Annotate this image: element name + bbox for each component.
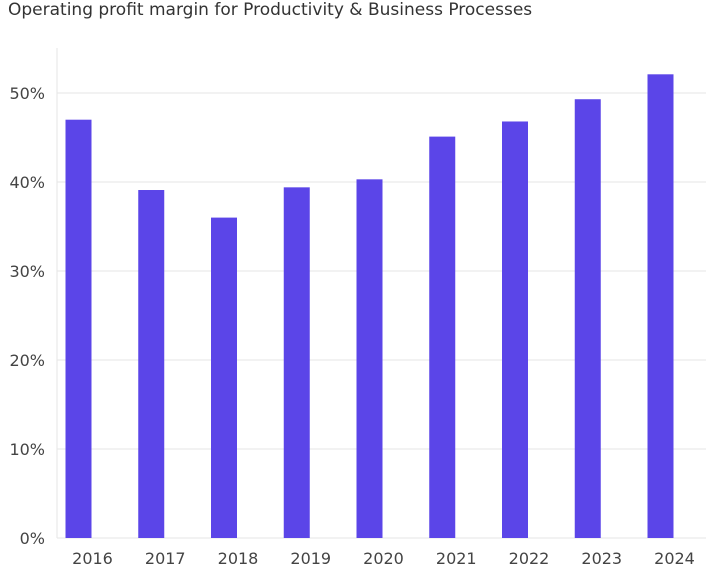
- bar-2023: [574, 99, 601, 538]
- y-tick-label: 0%: [20, 529, 45, 548]
- bar-2021: [429, 136, 456, 539]
- x-tick-label: 2022: [509, 549, 550, 568]
- bars: [65, 74, 674, 539]
- y-tick-label: 10%: [9, 440, 45, 459]
- x-tick-label: 2016: [72, 549, 113, 568]
- x-axis-ticks: 2016 2017 2018 2019 2020 2021 2022 2023 2024: [72, 549, 695, 568]
- bar-2019: [283, 187, 310, 538]
- bar-2018: [211, 217, 237, 538]
- bar-2022: [502, 121, 528, 538]
- y-tick-label: 40%: [9, 173, 45, 192]
- y-tick-label: 30%: [9, 262, 45, 281]
- bar-2017: [138, 190, 165, 538]
- x-tick-label: 2018: [218, 549, 259, 568]
- y-tick-label: 20%: [9, 351, 45, 370]
- chart-title: Operating profit margin for Productivity…: [8, 0, 533, 20]
- y-tick-label: 50%: [9, 84, 45, 103]
- x-tick-label: 2017: [145, 549, 186, 568]
- bar-2020: [356, 179, 383, 538]
- x-tick-label: 2021: [436, 549, 477, 568]
- x-tick-label: 2024: [654, 549, 695, 568]
- y-axis-ticks: 0% 10% 20% 30% 40% 50%: [9, 84, 45, 548]
- bar-2016: [65, 119, 92, 538]
- x-tick-label: 2020: [363, 549, 404, 568]
- bar-2024: [647, 74, 674, 538]
- x-tick-label: 2023: [581, 549, 622, 568]
- x-tick-label: 2019: [290, 549, 331, 568]
